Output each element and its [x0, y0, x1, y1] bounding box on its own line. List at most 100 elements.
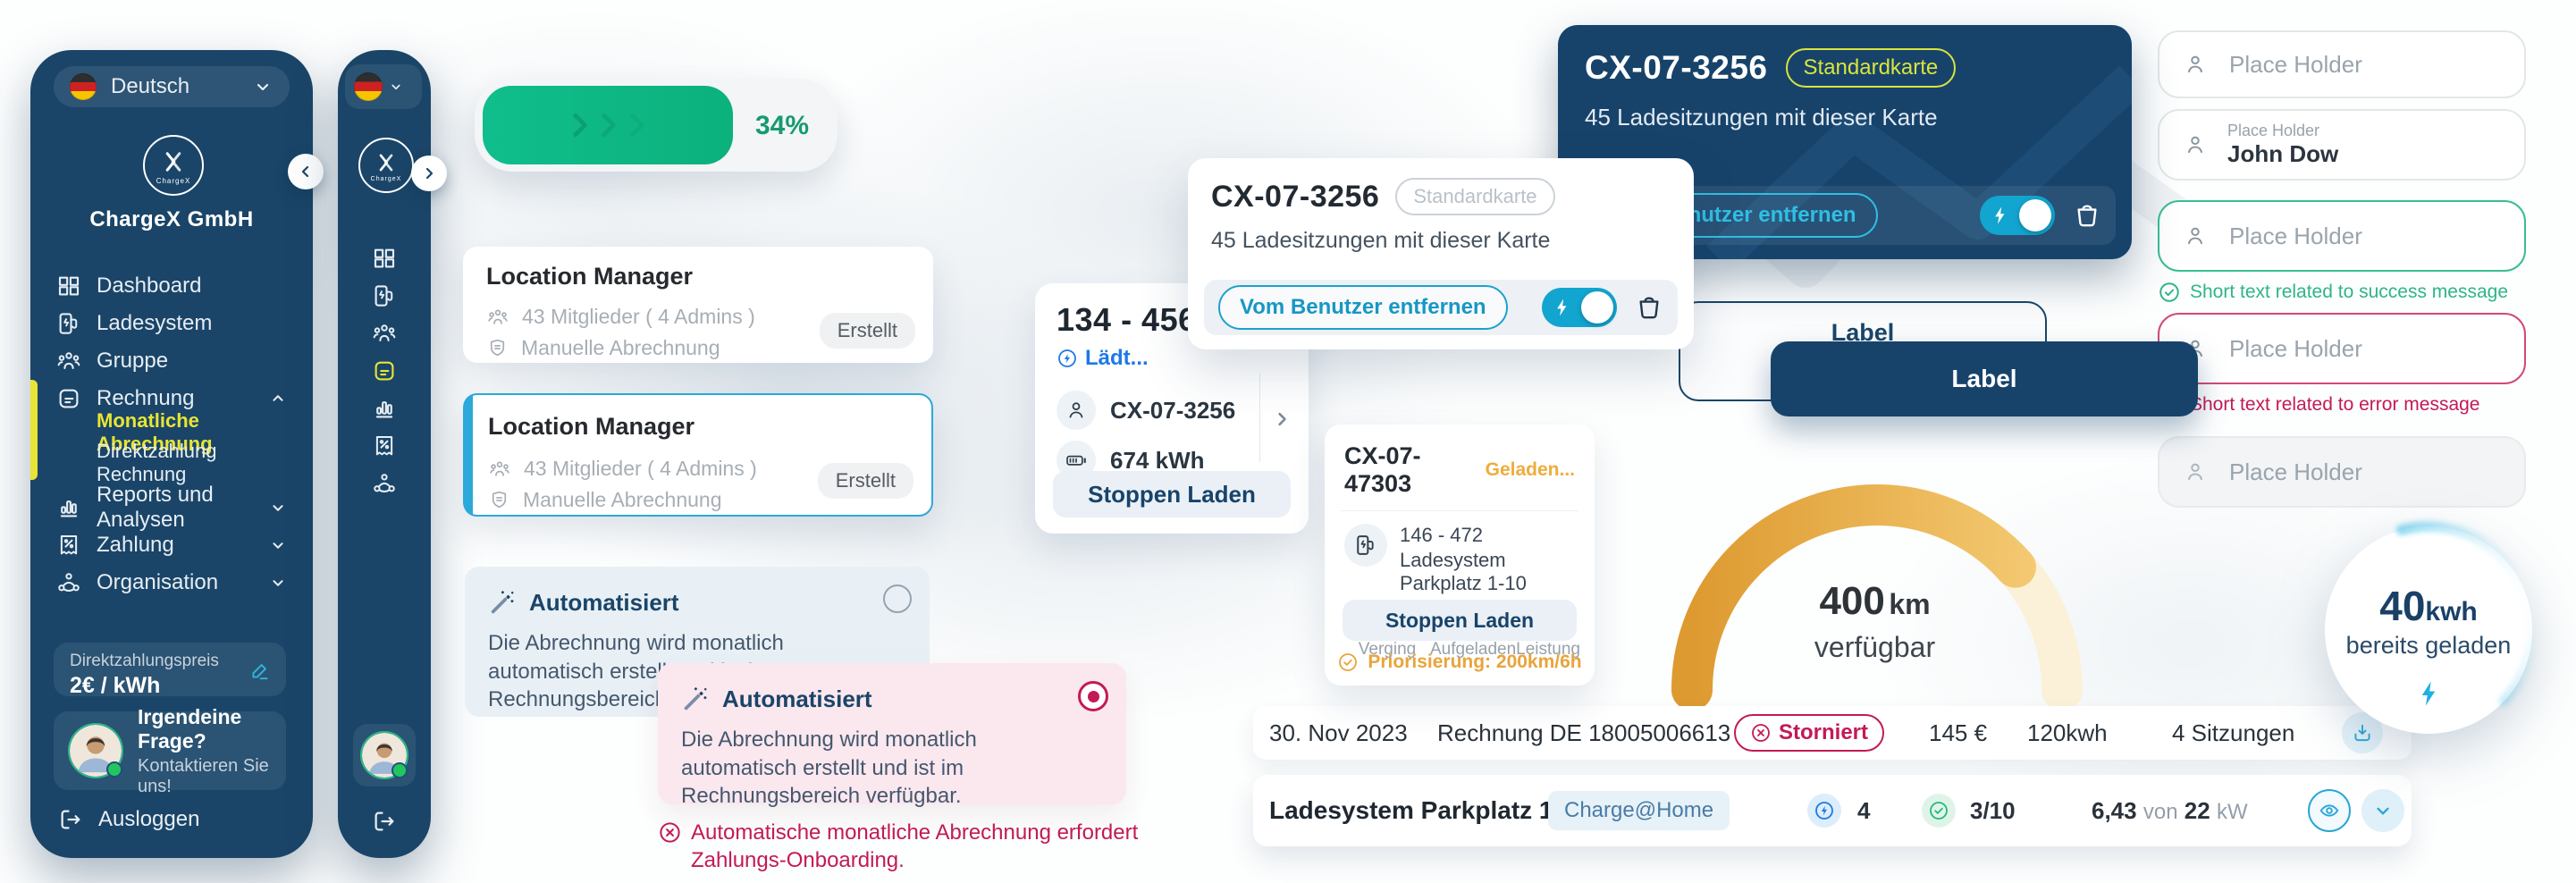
sidebar-item-rechnung[interactable]: Rechnung	[30, 380, 313, 417]
help-title: Irgendeine Frage?	[138, 704, 242, 753]
edit-price-icon[interactable]	[248, 659, 272, 682]
input-disabled	[2158, 436, 2526, 508]
system-name: Ladesystem Parkplatz 1-10	[1269, 796, 1589, 824]
bolt-icon	[2414, 678, 2445, 709]
invoice-energy: 120kwh	[2027, 719, 2108, 746]
charging-bolt-icon	[1056, 348, 1078, 369]
delete-card-icon[interactable]	[1635, 293, 1663, 322]
toggle-knob	[2019, 199, 2051, 231]
input-error[interactable]	[2158, 313, 2526, 384]
magic-wand-icon	[681, 685, 710, 713]
support-avatar-tile[interactable]	[353, 724, 416, 786]
active-sessions-icon	[1807, 794, 1841, 828]
charging-session-card: CX-07-47303 Geladen... 146 - 472 Ladesys…	[1325, 425, 1595, 685]
system-tag-badge: Charge@Home	[1548, 791, 1730, 830]
power-usage: 6,43 von 22 kW	[2092, 796, 2248, 824]
placeholder-input[interactable]	[2227, 333, 2501, 364]
expand-chevron-icon[interactable]	[1269, 407, 1294, 432]
expand-row-button[interactable]	[2361, 789, 2404, 832]
magic-wand-icon	[488, 588, 517, 617]
dashboard-icon[interactable]	[371, 245, 398, 272]
support-avatar	[360, 731, 408, 779]
network-icon[interactable]	[371, 470, 398, 497]
billing-type: Manuelle Abrechnung	[521, 336, 720, 359]
language-selector[interactable]: Deutsch	[54, 66, 290, 107]
charged-value: 40	[2379, 583, 2426, 629]
expand-sidebar-button[interactable]	[411, 156, 447, 191]
label-button-filled[interactable]: Label	[1771, 341, 2198, 416]
battery-icon	[1065, 449, 1088, 472]
placeholder-input[interactable]	[2227, 221, 2501, 251]
collapse-sidebar-button[interactable]	[288, 154, 324, 189]
card-id: CX-07-3256	[1585, 49, 1768, 86]
bar-chart-icon[interactable]	[371, 395, 398, 422]
stop-charging-button[interactable]: Stoppen Laden	[1343, 600, 1577, 641]
input-default[interactable]	[2158, 30, 2526, 98]
online-status-dot	[391, 762, 408, 778]
online-status-dot	[106, 761, 122, 778]
sidebar-subitem-direktzahlung-rechnung[interactable]: Direktzahlung Rechnung	[97, 440, 217, 485]
location-title: Location Manager	[486, 263, 694, 290]
priority-note: Priorisierung: 200km/6h	[1325, 652, 1595, 673]
sidebar-item-ladesystem[interactable]: Ladesystem	[30, 305, 313, 342]
location-card-selected[interactable]: Location Manager 43 Mitglieder ( 4 Admin…	[463, 393, 933, 517]
support-avatar	[68, 723, 123, 778]
charging-toggle[interactable]	[1542, 288, 1617, 327]
option-radio-unselected[interactable]	[883, 584, 912, 613]
contact-support-box[interactable]: Irgendeine Frage? Kontaktieren Sie uns!	[54, 705, 286, 796]
delete-card-icon[interactable]	[2073, 201, 2101, 230]
sidebar-item-gruppe[interactable]: Gruppe	[30, 342, 313, 380]
remove-from-user-button[interactable]: Vom Benutzer entfernen	[1218, 285, 1508, 330]
sidebar-item-reports[interactable]: Reports und Analysen	[30, 483, 313, 532]
error-message: Short text related to error message	[2158, 393, 2480, 416]
charger-icon	[55, 310, 82, 337]
chevron-down-icon	[252, 76, 274, 97]
sidebar-item-zahlung[interactable]: Zahlung	[30, 526, 313, 564]
onboarding-error-message: Automatische monatliche Abrechnung erfor…	[658, 819, 1158, 874]
group-icon	[55, 348, 82, 374]
input-success[interactable]	[2158, 200, 2526, 272]
user-icon	[1065, 399, 1088, 422]
charger-icon	[1353, 533, 1378, 558]
option-description: Die Abrechnung wird monatlich automatisc…	[681, 727, 977, 809]
card-detail-popup: CX-07-3256 Standardkarte 45 Ladesitzunge…	[1188, 158, 1694, 349]
chevron-down-icon	[2371, 799, 2395, 822]
success-check-icon	[2158, 281, 2181, 304]
logout-icon[interactable]	[371, 808, 398, 835]
charged-unit: kwh	[2425, 597, 2478, 627]
eye-icon	[2318, 799, 2341, 822]
sidebar-item-dashboard[interactable]: Dashboard	[30, 267, 313, 305]
sidebar-subitem-monatliche-abrechnung[interactable]: Monatliche Abrechnung	[97, 409, 213, 455]
charging-toggle[interactable]	[1980, 196, 2055, 235]
price-label: Direktzahlungspreis	[70, 652, 219, 670]
automated-option-card-error[interactable]: Automatisiert Die Abrechnung wird monatl…	[658, 663, 1126, 808]
input-filled[interactable]: Place Holder John Dow	[2158, 109, 2526, 181]
invoice-icon-active[interactable]	[371, 357, 398, 384]
view-details-button[interactable]	[2308, 789, 2351, 832]
card-type-badge: Standardkarte	[1785, 48, 1957, 88]
card-sessions: 45 Ladesitzungen mit dieser Karte	[1211, 228, 1551, 253]
field-label: Place Holder	[2227, 122, 2320, 139]
group-icon[interactable]	[371, 320, 398, 347]
chevron-up-icon	[268, 389, 288, 408]
language-label: Deutsch	[111, 74, 190, 98]
receipt-icon[interactable]	[371, 433, 398, 459]
card-sessions: 45 Ladesitzungen mit dieser Karte	[1585, 104, 1938, 130]
range-caption: verfügbar	[1814, 631, 1936, 663]
active-nav-indicator	[30, 380, 38, 480]
sidebar-item-organisation[interactable]: Organisation	[30, 564, 313, 601]
language-selector-collapsed[interactable]	[345, 64, 422, 109]
location-card[interactable]: Location Manager 43 Mitglieder ( 4 Admin…	[463, 247, 933, 363]
charger-icon[interactable]	[371, 282, 398, 309]
option-radio-selected[interactable]	[1078, 681, 1108, 711]
chevron-down-icon	[268, 498, 288, 517]
range-unit: km	[1889, 588, 1931, 620]
placeholder-input[interactable]	[2227, 49, 2501, 80]
location-title: Location Manager	[488, 413, 695, 440]
charged-energy-ring: 40kwh bereits geladen	[2314, 516, 2543, 744]
user-icon	[2183, 459, 2208, 484]
stop-charging-button[interactable]: Stoppen Laden	[1053, 471, 1291, 517]
progress-chevrons-icon	[565, 102, 651, 148]
logout-button[interactable]: Ausloggen	[57, 806, 199, 833]
user-icon	[2183, 52, 2208, 77]
